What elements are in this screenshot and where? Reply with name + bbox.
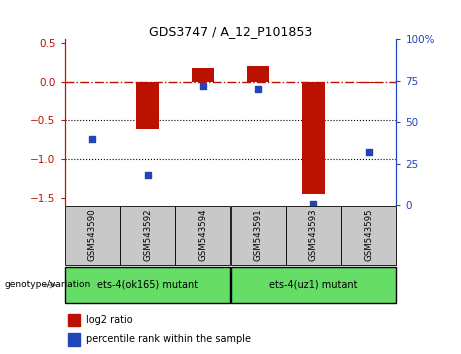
FancyBboxPatch shape: [230, 206, 286, 265]
Title: GDS3747 / A_12_P101853: GDS3747 / A_12_P101853: [149, 25, 312, 38]
Text: GSM543592: GSM543592: [143, 208, 152, 261]
Text: GSM543591: GSM543591: [254, 208, 263, 261]
Text: ets-4(uz1) mutant: ets-4(uz1) mutant: [269, 280, 358, 290]
Text: log2 ratio: log2 ratio: [87, 315, 133, 325]
Point: [89, 136, 96, 142]
Text: GSM543590: GSM543590: [88, 208, 97, 261]
Bar: [192, 68, 214, 81]
Bar: [68, 333, 80, 346]
Point: [144, 172, 151, 178]
Text: GSM543594: GSM543594: [198, 208, 207, 261]
Bar: [247, 66, 269, 81]
Bar: [358, 81, 380, 83]
Point: [199, 83, 207, 88]
Point: [310, 201, 317, 206]
FancyBboxPatch shape: [230, 267, 396, 303]
Text: ets-4(ok165) mutant: ets-4(ok165) mutant: [97, 280, 198, 290]
Text: percentile rank within the sample: percentile rank within the sample: [87, 334, 251, 344]
Point: [365, 149, 372, 155]
FancyBboxPatch shape: [175, 206, 230, 265]
Text: genotype/variation: genotype/variation: [5, 280, 91, 290]
Text: GSM543595: GSM543595: [364, 208, 373, 261]
FancyBboxPatch shape: [341, 206, 396, 265]
FancyBboxPatch shape: [120, 206, 175, 265]
Bar: [136, 81, 159, 130]
FancyBboxPatch shape: [65, 206, 120, 265]
FancyBboxPatch shape: [286, 206, 341, 265]
FancyBboxPatch shape: [65, 267, 230, 303]
Bar: [302, 81, 325, 194]
Bar: [68, 314, 80, 326]
Text: GSM543593: GSM543593: [309, 208, 318, 261]
Point: [254, 86, 262, 92]
